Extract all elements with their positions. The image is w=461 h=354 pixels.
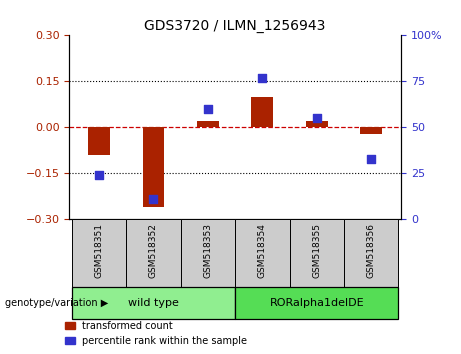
Text: GSM518352: GSM518352: [149, 223, 158, 278]
FancyBboxPatch shape: [181, 219, 235, 287]
FancyBboxPatch shape: [72, 287, 235, 319]
Bar: [360, 127, 382, 133]
Point: [259, 75, 266, 81]
Text: GSM518353: GSM518353: [203, 223, 213, 278]
FancyBboxPatch shape: [344, 219, 398, 287]
Point: [204, 106, 212, 112]
Bar: [88, 127, 110, 155]
Text: GSM518356: GSM518356: [366, 223, 376, 278]
Text: GSM518355: GSM518355: [312, 223, 321, 278]
Bar: [251, 97, 273, 127]
Bar: [306, 121, 328, 127]
Point: [367, 156, 375, 161]
Text: RORalpha1delDE: RORalpha1delDE: [269, 298, 364, 308]
Bar: [197, 121, 219, 127]
FancyBboxPatch shape: [290, 219, 344, 287]
Text: GSM518351: GSM518351: [95, 223, 104, 278]
Text: genotype/variation ▶: genotype/variation ▶: [5, 298, 108, 308]
Point: [95, 172, 103, 178]
FancyBboxPatch shape: [126, 219, 181, 287]
FancyBboxPatch shape: [235, 219, 290, 287]
FancyBboxPatch shape: [235, 287, 398, 319]
FancyBboxPatch shape: [72, 219, 126, 287]
Point: [150, 196, 157, 202]
Legend: transformed count, percentile rank within the sample: transformed count, percentile rank withi…: [65, 321, 247, 346]
Point: [313, 115, 320, 121]
Title: GDS3720 / ILMN_1256943: GDS3720 / ILMN_1256943: [144, 19, 326, 33]
Bar: [142, 127, 165, 207]
Text: GSM518354: GSM518354: [258, 223, 267, 278]
Text: wild type: wild type: [128, 298, 179, 308]
